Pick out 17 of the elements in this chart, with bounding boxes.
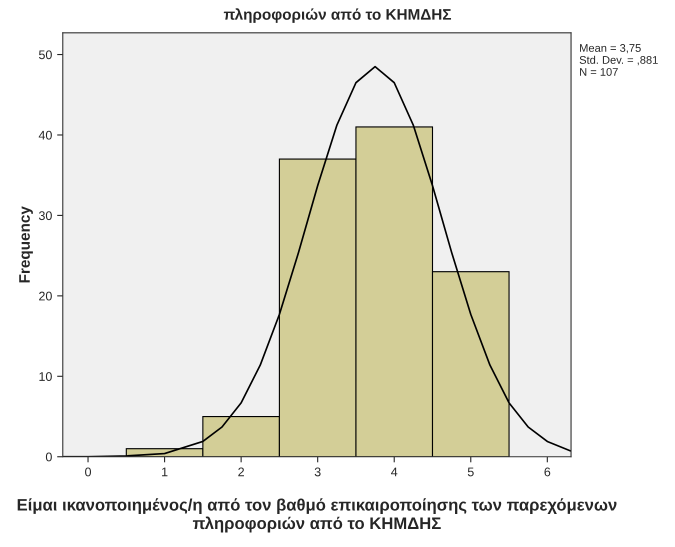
x-tick-label: 3 <box>314 467 321 476</box>
x-axis-title: Είμαι ικανοποιημένος/η από τον βαθμό επικαιροποίησης των παρεχόμενων πληροφοριών από το ΚΗΜΔΗΣ <box>18 498 617 532</box>
chart-title: πληροφοριών από το ΚΗΜΔΗΣ <box>224 8 452 23</box>
x-tick-label: 1 <box>162 468 168 476</box>
x-tick-label: 6 <box>544 467 550 476</box>
y-axis-title: Frequency <box>19 206 33 282</box>
text: Mean = 3,75 Std. Dev. = ,881 N = 107 <box>580 44 658 76</box>
x-tick-label: 0 <box>85 467 92 476</box>
y-tick-label: 50 <box>38 50 52 60</box>
x-tick-label: 2 <box>238 467 244 476</box>
y-tick-label: 30 <box>38 211 52 220</box>
x-tick-label: 5 <box>468 468 474 476</box>
y-tick-label: 40 <box>38 130 52 140</box>
y-tick-label: 0 <box>46 452 52 462</box>
y-tick-label: 20 <box>39 292 52 301</box>
y-tick-label: 10 <box>39 372 52 381</box>
x-tick-label: 4 <box>391 468 398 476</box>
